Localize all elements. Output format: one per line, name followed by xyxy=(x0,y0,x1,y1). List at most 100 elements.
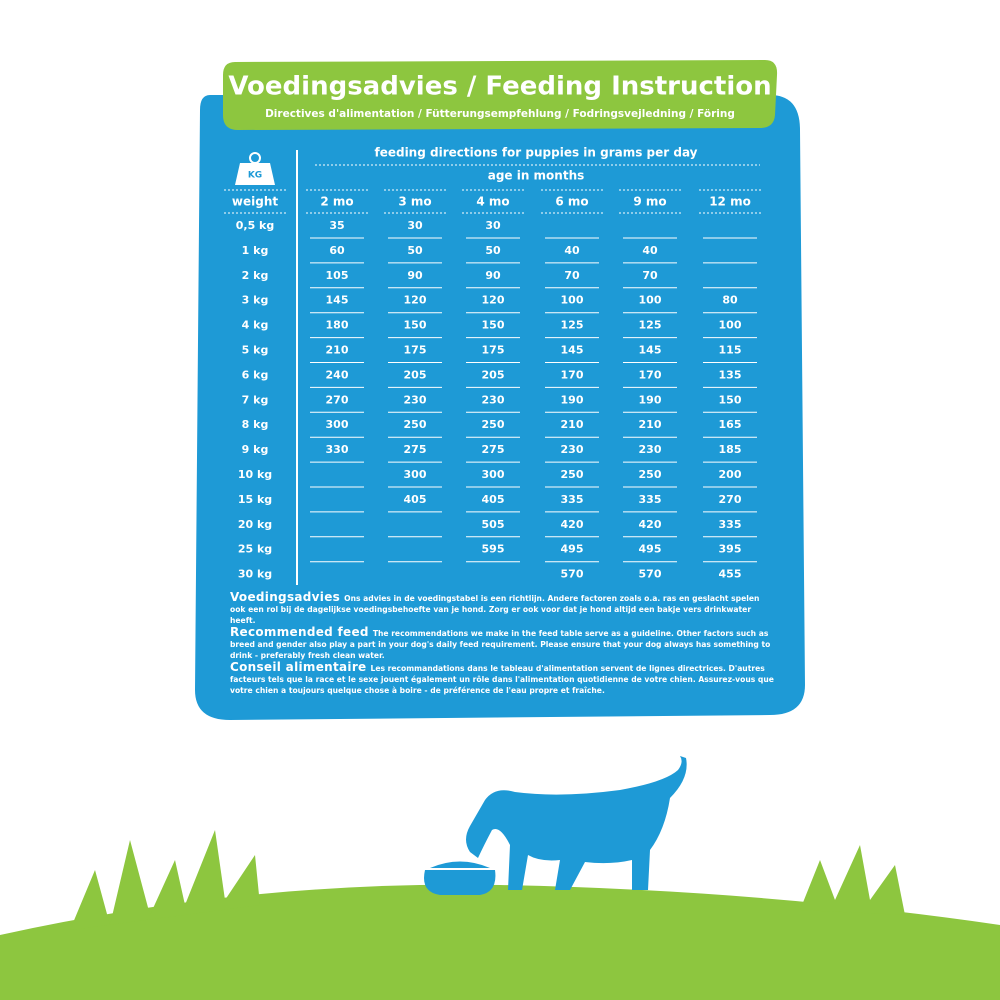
note-text: The recommendations we make in the feed … xyxy=(230,629,771,660)
note: Recommended feed The recommendations we m… xyxy=(230,625,775,661)
cell: 50 xyxy=(407,244,423,257)
note: Voedingsadvies Ons advies in de voedingst… xyxy=(230,591,775,626)
cell: 405 xyxy=(482,493,505,506)
cell: 50 xyxy=(485,244,501,257)
cell: 100 xyxy=(719,319,742,332)
cell: 120 xyxy=(404,294,427,307)
hill xyxy=(0,884,1000,1000)
note: Conseil alimentaire Les recommandations d… xyxy=(230,660,775,696)
cell: 570 xyxy=(561,568,584,581)
cell: 175 xyxy=(482,344,505,357)
cell: 300 xyxy=(482,468,505,481)
cell: 150 xyxy=(404,319,427,332)
cell: 70 xyxy=(642,269,658,282)
column-header: 9 mo xyxy=(633,195,666,209)
cell: 185 xyxy=(719,443,742,456)
weight-icon xyxy=(235,163,275,185)
cell: 145 xyxy=(639,344,662,357)
cell: 90 xyxy=(407,269,423,282)
cell: 395 xyxy=(719,543,742,556)
cell: 275 xyxy=(404,443,427,456)
cell: 70 xyxy=(564,269,580,282)
cell: 505 xyxy=(482,518,505,531)
cell: 125 xyxy=(639,319,662,332)
row-label: 3 kg xyxy=(242,294,269,307)
cell: 275 xyxy=(482,443,505,456)
cell: 125 xyxy=(561,319,584,332)
weight-icon-ring xyxy=(249,152,261,164)
cell: 210 xyxy=(326,344,349,357)
cell: 570 xyxy=(639,568,662,581)
note-text: Ons advies in de voedingstabel is een ri… xyxy=(230,594,760,625)
cell: 455 xyxy=(719,568,742,581)
cell: 495 xyxy=(561,543,584,556)
cell: 190 xyxy=(639,393,662,406)
cell: 270 xyxy=(719,493,742,506)
age-caption: age in months xyxy=(488,169,585,183)
cell: 100 xyxy=(561,294,584,307)
cell: 115 xyxy=(719,344,742,357)
cell: 100 xyxy=(639,294,662,307)
cell: 300 xyxy=(326,418,349,431)
cell: 240 xyxy=(326,368,349,381)
cell: 205 xyxy=(404,368,427,381)
row-label: 5 kg xyxy=(242,344,269,357)
cell: 165 xyxy=(719,418,742,431)
cell: 210 xyxy=(561,418,584,431)
cell: 330 xyxy=(326,443,349,456)
column-header: 3 mo xyxy=(398,195,431,209)
row-label: 7 kg xyxy=(242,393,269,406)
cell: 335 xyxy=(561,493,584,506)
cell: 250 xyxy=(482,418,505,431)
column-header: 2 mo xyxy=(320,195,353,209)
bowl xyxy=(424,861,496,895)
cell: 230 xyxy=(561,443,584,456)
row-label: 1 kg xyxy=(242,244,269,257)
row-label: 15 kg xyxy=(238,493,272,506)
row-label: 25 kg xyxy=(238,543,272,556)
cell: 210 xyxy=(639,418,662,431)
row-label: 30 kg xyxy=(238,568,272,581)
cell: 230 xyxy=(482,393,505,406)
cell: 145 xyxy=(561,344,584,357)
cell: 205 xyxy=(482,368,505,381)
dog xyxy=(466,756,687,890)
cell: 150 xyxy=(719,393,742,406)
row-label: 10 kg xyxy=(238,468,272,481)
icon-label: KG xyxy=(248,171,262,181)
note-text: Les recommandations dans le tableau d'al… xyxy=(230,664,774,695)
row-label: 2 kg xyxy=(242,269,269,282)
row-label: 0,5 kg xyxy=(236,219,275,232)
subtitle: Directives d'alimentation / Fütterungsem… xyxy=(265,108,735,120)
cell: 60 xyxy=(329,244,345,257)
notes: Voedingsadvies Ons advies in de voedingst… xyxy=(230,591,775,697)
column-header: 6 mo xyxy=(555,195,588,209)
row-label: 6 kg xyxy=(242,368,269,381)
cell: 150 xyxy=(482,319,505,332)
grass-left xyxy=(70,830,260,930)
title: Voedingsadvies / Feeding Instruction xyxy=(228,72,771,102)
cell: 180 xyxy=(326,319,349,332)
cell: 335 xyxy=(639,493,662,506)
cell: 30 xyxy=(407,219,423,232)
cell: 80 xyxy=(722,294,738,307)
cell: 595 xyxy=(482,543,505,556)
row-label: 9 kg xyxy=(242,443,269,456)
cell: 405 xyxy=(404,493,427,506)
cell: 190 xyxy=(561,393,584,406)
note-heading: Conseil alimentaire xyxy=(230,660,367,674)
note-heading: Recommended feed xyxy=(230,625,369,639)
grass-right xyxy=(800,845,905,915)
cell: 145 xyxy=(326,294,349,307)
cell: 170 xyxy=(639,368,662,381)
cell: 30 xyxy=(485,219,501,232)
cell: 40 xyxy=(564,244,580,257)
cell: 135 xyxy=(719,368,742,381)
panel xyxy=(195,95,805,720)
cell: 35 xyxy=(329,219,344,232)
cell: 230 xyxy=(639,443,662,456)
table-caption: feeding directions for puppies in grams … xyxy=(374,146,697,160)
header-band xyxy=(223,60,778,130)
